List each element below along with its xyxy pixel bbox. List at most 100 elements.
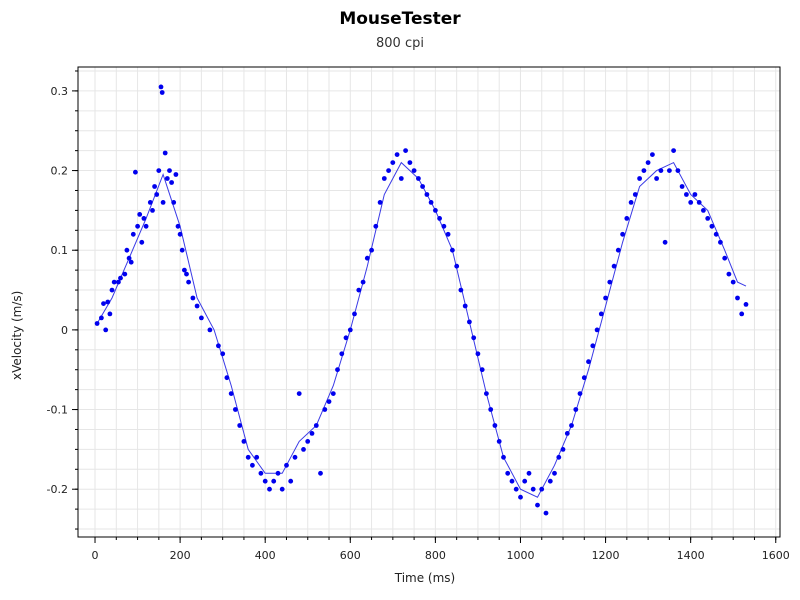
y-tick-label: 0.1 [51, 244, 69, 257]
data-point [335, 367, 340, 373]
data-point [267, 486, 272, 492]
data-point [420, 184, 425, 189]
x-axis-label: Time (ms) [394, 571, 456, 585]
data-point [279, 486, 285, 492]
data-point [450, 247, 455, 253]
data-point [360, 279, 366, 285]
data-point [467, 319, 472, 325]
data-point [152, 184, 158, 189]
data-point [326, 399, 332, 404]
data-point [539, 486, 545, 492]
data-point [445, 231, 451, 237]
data-point [143, 223, 149, 229]
data-point [347, 327, 353, 333]
grid-lines [78, 67, 780, 537]
data-point [158, 84, 164, 90]
data-point [103, 327, 109, 333]
data-point [462, 303, 468, 309]
data-point [692, 192, 698, 197]
x-tick-label: 1200 [592, 549, 620, 562]
data-point [637, 176, 642, 181]
data-point [611, 263, 617, 269]
chart-subtitle: 800 cpi [376, 36, 424, 51]
data-point [564, 431, 570, 436]
data-point [522, 478, 528, 484]
data-point [518, 494, 523, 500]
y-tick-label: -0.2 [47, 483, 68, 496]
data-point [262, 478, 268, 484]
data-point [241, 439, 247, 444]
data-point [458, 287, 464, 293]
data-point [513, 486, 519, 492]
data-point [105, 299, 111, 305]
data-point [182, 267, 187, 273]
x-tick-label: 1000 [506, 549, 534, 562]
data-point [505, 470, 511, 476]
data-point [381, 176, 387, 181]
y-tick-label: 0 [61, 324, 68, 337]
plot-frame [77, 66, 781, 538]
x-tick-label: 600 [340, 549, 361, 562]
data-point [245, 454, 251, 460]
data-point [130, 231, 136, 237]
data-point [107, 311, 113, 317]
data-point [224, 375, 230, 381]
data-point [228, 391, 234, 396]
data-point [594, 327, 600, 333]
data-point [581, 375, 587, 381]
data-point [484, 391, 489, 396]
data-point [109, 287, 115, 293]
data-point [275, 470, 281, 476]
data-point [713, 231, 719, 237]
data-point [118, 275, 123, 281]
data-point [667, 168, 672, 174]
data-point [139, 239, 145, 245]
data-point [577, 391, 583, 396]
data-point [615, 247, 621, 253]
data-point [156, 168, 162, 174]
data-point [233, 407, 238, 412]
data-point [471, 335, 477, 341]
data-point [620, 231, 625, 237]
data-point [352, 311, 357, 317]
data-point [175, 223, 181, 229]
data-point [124, 247, 130, 253]
data-point [271, 478, 277, 484]
data-point [526, 470, 532, 476]
data-point [705, 216, 711, 221]
data-point [650, 152, 655, 158]
data-point [552, 470, 557, 476]
data-point [164, 176, 170, 181]
data-point [216, 343, 221, 349]
data-point [150, 208, 155, 213]
data-point [330, 391, 336, 396]
data-point [186, 279, 192, 285]
data-point [407, 160, 413, 166]
data-point [199, 315, 204, 321]
data-point [726, 271, 732, 277]
data-point [128, 259, 134, 265]
data-point [305, 439, 311, 444]
data-point [171, 200, 177, 205]
data-point [207, 327, 213, 333]
y-tick-label: -0.1 [47, 404, 68, 417]
data-point [194, 303, 200, 309]
data-point [679, 184, 685, 189]
data-point [160, 200, 166, 205]
data-point [684, 192, 689, 197]
data-point [437, 216, 442, 221]
data-point [403, 148, 408, 154]
data-point [739, 311, 745, 317]
data-point [137, 212, 143, 217]
data-point [709, 223, 715, 229]
data-point [416, 176, 421, 181]
data-point [133, 169, 138, 175]
data-point [632, 192, 638, 197]
data-point [339, 351, 345, 357]
y-axis-label: xVelocity (m/s) [10, 290, 24, 380]
data-point [675, 168, 681, 174]
data-point [730, 279, 736, 285]
data-point [718, 239, 723, 245]
data-point [284, 462, 289, 468]
data-point [492, 423, 498, 428]
